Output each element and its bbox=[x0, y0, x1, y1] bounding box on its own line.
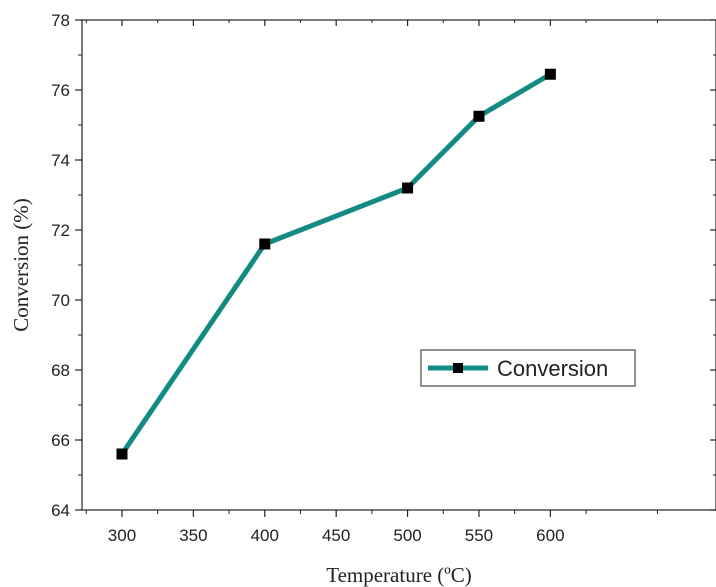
legend-label: Conversion bbox=[497, 356, 608, 381]
x-axis-title: Temperature (ºC) bbox=[326, 563, 472, 587]
y-tick-label: 64 bbox=[51, 501, 70, 520]
x-tick-label: 600 bbox=[536, 526, 564, 545]
y-tick-label: 76 bbox=[51, 81, 70, 100]
y-tick-label: 78 bbox=[51, 11, 70, 30]
x-tick-label: 500 bbox=[393, 526, 421, 545]
y-tick-label: 66 bbox=[51, 431, 70, 450]
y-axis-title: Conversion (%) bbox=[9, 198, 33, 332]
x-tick-label: 550 bbox=[465, 526, 493, 545]
data-point bbox=[402, 182, 414, 194]
x-tick-label: 300 bbox=[108, 526, 136, 545]
series-layer bbox=[116, 68, 556, 460]
data-point bbox=[259, 238, 271, 250]
y-tick-label: 70 bbox=[51, 291, 70, 310]
legend: Conversion bbox=[420, 349, 636, 387]
x-tick-label: 400 bbox=[251, 526, 279, 545]
y-tick-label: 72 bbox=[51, 221, 70, 240]
x-tick-label: 450 bbox=[322, 526, 350, 545]
legend-marker bbox=[453, 363, 463, 373]
data-point bbox=[544, 68, 556, 80]
series-line-conversion bbox=[119, 71, 553, 457]
y-tick-label: 68 bbox=[51, 361, 70, 380]
x-tick-label: 350 bbox=[179, 526, 207, 545]
data-point bbox=[473, 110, 485, 122]
plot-frame bbox=[81, 19, 716, 511]
data-point bbox=[116, 448, 128, 460]
y-tick-label: 74 bbox=[51, 151, 70, 170]
axis-ticks: 300 350 400 450 500 550 600 64 66 68 70 72 74 76 78 bbox=[51, 11, 716, 545]
